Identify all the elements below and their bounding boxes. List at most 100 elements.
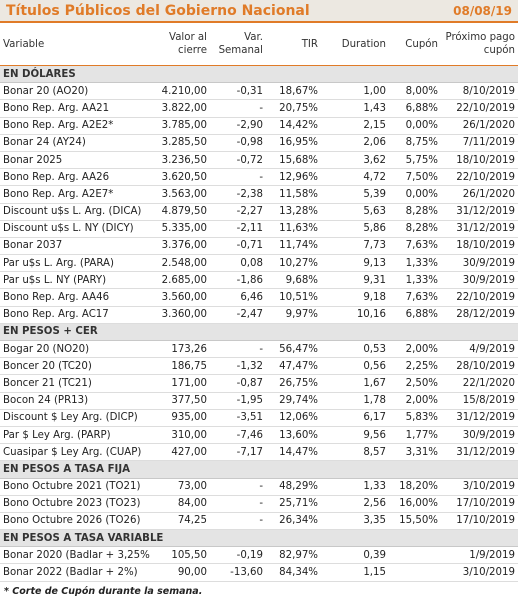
cell: -7,46 [210, 426, 266, 445]
cell: 1,00 [321, 82, 389, 101]
cell: 2.548,00 [150, 254, 210, 273]
cell: 4.210,00 [150, 82, 210, 101]
cell: 2,25% [389, 357, 441, 376]
cell: Par u$s L. NY (PARY) [0, 271, 150, 290]
date: 08/08/19 [453, 3, 512, 18]
cell: 310,00 [150, 426, 210, 445]
cell: 1,67 [321, 374, 389, 393]
cell: Bono Rep. Arg. AA46 [0, 288, 150, 307]
cell: 5,63 [321, 203, 389, 221]
cell: 9,31 [321, 271, 389, 290]
cell: 5.335,00 [150, 220, 210, 238]
cell: -2,27 [210, 203, 266, 221]
cell: Discount $ Ley Arg. (DICP) [0, 409, 150, 427]
cell: 22/10/2019 [441, 288, 518, 307]
cell: Bonar 20 (AO20) [0, 82, 150, 101]
cell: - [210, 340, 266, 359]
cell: 935,00 [150, 409, 210, 427]
cell: 26,34% [266, 512, 321, 531]
cell [389, 546, 441, 565]
cell: 26/1/2020 [441, 117, 518, 135]
bond-row: Bono Rep. Arg. AC17 3.360,00 -2,47 9,97% 10,… [0, 306, 518, 324]
cell: -7,17 [210, 443, 266, 462]
cell: Bocon 24 (PR13) [0, 392, 150, 410]
cell: 29,74% [266, 392, 321, 410]
cell: 3.563,00 [150, 185, 210, 204]
cell: 25,71% [266, 495, 321, 513]
cell: -2,47 [210, 306, 266, 324]
cell: 2,00% [389, 340, 441, 359]
cell: 8,28% [389, 220, 441, 238]
bond-row: Bonar 2037 3.376,00 -0,71 11,74% 7,73 7,63% 18… [0, 237, 518, 256]
bond-row: Bono Rep. Arg. A2E2* 3.785,00 -2,90 14,42% 2… [0, 117, 518, 135]
cell: 4,72 [321, 168, 389, 187]
cell: 0,08 [210, 254, 266, 273]
cell: Bono Rep. Arg. A2E7* [0, 185, 150, 204]
cell: 1,43 [321, 99, 389, 118]
cell: 26/1/2020 [441, 185, 518, 204]
cell: 11,74% [266, 237, 321, 256]
cell: Bono Octubre 2026 (TO26) [0, 512, 150, 531]
cell: 3/10/2019 [441, 563, 518, 582]
bond-row: Bono Octubre 2026 (TO26) 74,25-26,34% 3,35… [0, 512, 518, 531]
cell: 22/10/2019 [441, 99, 518, 118]
section-name: EN PESOS + CER [0, 323, 518, 342]
cell: 3,62 [321, 151, 389, 170]
cell: 9,13 [321, 254, 389, 273]
cell: 73,00 [150, 478, 210, 496]
cell: 28/10/2019 [441, 357, 518, 376]
cell: 15,68% [266, 151, 321, 170]
cell: Bono Rep. Arg. AA21 [0, 99, 150, 118]
cell: 4/9/2019 [441, 340, 518, 359]
cell: Bogar 20 (NO20) [0, 340, 150, 359]
column-header: Valor al cierre [150, 23, 210, 66]
cell: 48,29% [266, 478, 321, 496]
cell: 12,96% [266, 168, 321, 187]
cell: -0,98 [210, 134, 266, 152]
cell: 84,34% [266, 563, 321, 582]
cell: 82,97% [266, 546, 321, 565]
cell: 22/10/2019 [441, 168, 518, 187]
cell: 0,39 [321, 546, 389, 565]
cell: 3/10/2019 [441, 478, 518, 496]
cell: 9,56 [321, 426, 389, 445]
bond-row: Bonar 20 (AO20) 4.210,00 -0,31 18,67% 1,00 8,… [0, 82, 518, 101]
cell: Par $ Ley Arg. (PARP) [0, 426, 150, 445]
cell: 3.236,50 [150, 151, 210, 170]
cell: 8,28% [389, 203, 441, 221]
column-header: Variable [0, 23, 150, 66]
bond-row: Boncer 21 (TC21) 171,00 -0,87 26,75% 1,67 2,5… [0, 374, 518, 393]
cell: Bono Octubre 2021 (TO21) [0, 478, 150, 496]
cell: -13,60 [210, 563, 266, 582]
title-bar: Títulos Públicos del Gobierno Nacional 0… [0, 0, 518, 23]
cell: 18,20% [389, 478, 441, 496]
cell: Boncer 21 (TC21) [0, 374, 150, 393]
footnote: * Corte de Cupón durante la semana. [4, 585, 203, 597]
cell: 1,33 [321, 478, 389, 496]
cell: 9,68% [266, 271, 321, 290]
bond-row: Discount $ Ley Arg. (DICP) 935,00 -3,51 12,… [0, 409, 518, 427]
cell: 9,18 [321, 288, 389, 307]
cell: 14,47% [266, 443, 321, 462]
cell: -0,87 [210, 374, 266, 393]
cell: 18/10/2019 [441, 151, 518, 170]
cell: 31/12/2019 [441, 220, 518, 238]
cell: 105,50 [150, 546, 210, 565]
cell: 1,33% [389, 271, 441, 290]
cell: 3.785,00 [150, 117, 210, 135]
cell: 2,00% [389, 392, 441, 410]
cell: 6,46 [210, 288, 266, 307]
bond-table: Variable Valor al cierre Var. Semanal TIR Du… [0, 23, 518, 582]
cell: 0,00% [389, 117, 441, 135]
cell: 11,63% [266, 220, 321, 238]
cell: Bonar 24 (AY24) [0, 134, 150, 152]
cell: 0,53 [321, 340, 389, 359]
bond-row: Bonar 2022 (Badlar + 2%) 90,00 -13,60 84,34… [0, 563, 518, 582]
cell: 0,00% [389, 185, 441, 204]
cell: 8,00% [389, 82, 441, 101]
bond-row: Bono Octubre 2021 (TO21) 73,00-48,29% 1,33… [0, 478, 518, 496]
cell: 14,42% [266, 117, 321, 135]
cell: 5,75% [389, 151, 441, 170]
cell: 3.560,00 [150, 288, 210, 307]
cell: - [210, 495, 266, 513]
